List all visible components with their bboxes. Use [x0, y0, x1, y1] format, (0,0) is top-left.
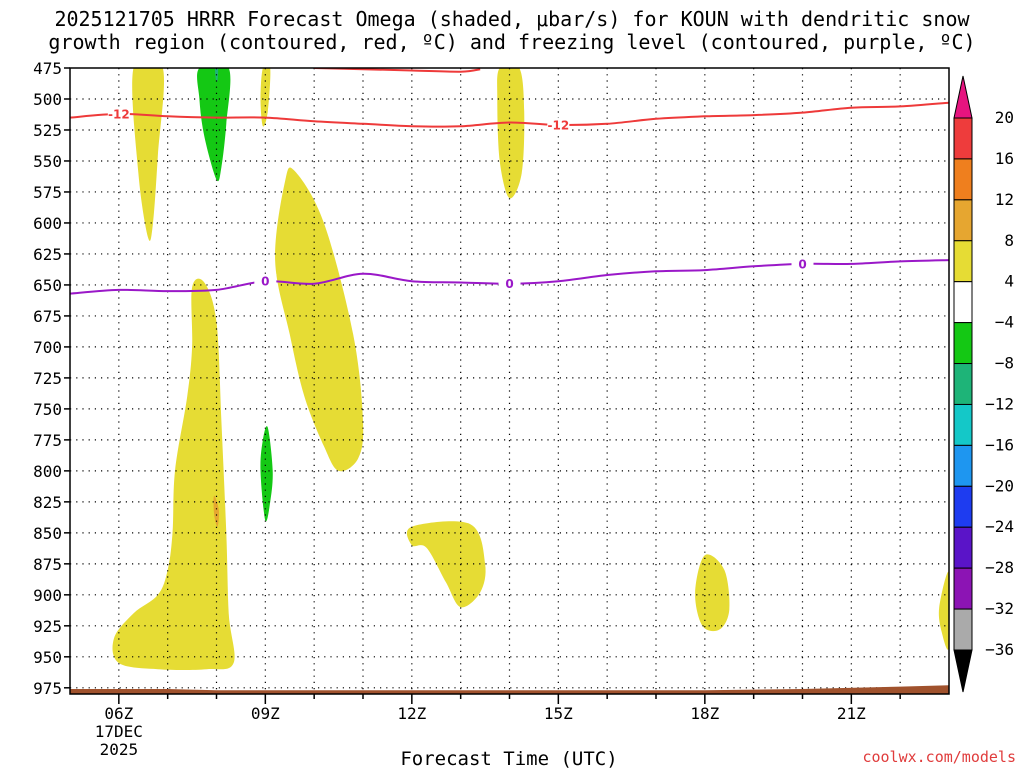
colorbar-label: 16	[995, 149, 1014, 168]
omega-region-5	[213, 495, 220, 527]
terrain-layer	[70, 685, 949, 694]
colorbar: 20 16 12 8 4 −4 −8 −12 −16 −20 −24 −28 −32 −36	[953, 75, 1014, 693]
y-tick-label: 675	[33, 307, 62, 326]
credit-text: coolwx.com/models	[862, 748, 1016, 766]
colorbar-label: −24	[985, 517, 1014, 536]
colorbar-swatch	[953, 158, 973, 201]
freezing-contour-label-2: 0	[798, 257, 806, 271]
colorbar-label: −36	[985, 640, 1014, 659]
colorbar-label: 8	[1004, 231, 1014, 250]
freezing-contour-label-2-bg	[791, 256, 814, 271]
omega-region-1	[260, 68, 271, 127]
freezing-contour-label-0: 0	[261, 275, 269, 289]
omega-region-7	[695, 554, 730, 632]
omega-region-0	[132, 68, 165, 241]
grid-layer	[70, 68, 949, 694]
colorbar-swatch	[953, 526, 973, 569]
y-tick-label: 950	[33, 648, 62, 667]
colorbar-swatch	[953, 322, 973, 365]
y-tick-label: 650	[33, 276, 62, 295]
colorbar-swatch	[953, 199, 973, 242]
dgz-contour-minus12	[70, 101, 949, 128]
colorbar-label: −16	[985, 435, 1014, 454]
colorbar-swatch	[953, 117, 973, 160]
colorbar-label: 12	[995, 190, 1014, 209]
colorbar-label: 20	[995, 108, 1014, 127]
colorbar-label: −12	[985, 394, 1014, 413]
chart-title-line-1: 2025121705 HRRR Forecast Omega (shaded, …	[54, 7, 970, 31]
y-tick-label: 825	[33, 493, 62, 512]
omega-region-4	[112, 278, 235, 670]
x-tick-label: 21Z	[837, 704, 866, 723]
colorbar-label: −32	[985, 599, 1014, 618]
colorbar-swatch	[953, 363, 973, 405]
x-date-label: 17DEC	[95, 722, 143, 741]
colorbar-swatch	[953, 281, 973, 324]
omega-region-2	[497, 68, 525, 199]
y-tick-label: 550	[33, 152, 62, 171]
dgz-contour-label-1-bg	[547, 118, 570, 133]
colorbar-label: −4	[995, 313, 1014, 332]
x-axis-title: Forecast Time (UTC)	[400, 748, 617, 768]
x-tick-label: 15Z	[544, 704, 573, 723]
y-tick-label: 475	[33, 59, 62, 78]
colorbar-top-arrow	[953, 75, 973, 119]
chart-title-line-2: growth region (contoured, red, ºC) and f…	[48, 30, 976, 54]
y-tick-label: 750	[33, 400, 62, 419]
y-tick-label: 500	[33, 90, 62, 109]
y-tick-label: 850	[33, 524, 62, 543]
freezing-contour-label-0-bg	[254, 274, 277, 289]
dgz-contour-label-0-bg	[107, 106, 130, 121]
omega-region-8	[938, 571, 949, 650]
x-tick-label: 18Z	[690, 704, 719, 723]
colorbar-label: −8	[995, 354, 1014, 373]
chart-title: 2025121705 HRRR Forecast Omega (shaded, …	[0, 8, 1024, 54]
dgz-contour-upper	[314, 68, 481, 73]
dgz-contour-label-1: -12	[547, 119, 569, 133]
y-tick-label: 625	[33, 245, 62, 264]
y-tick-label: 525	[33, 121, 62, 140]
freezing-contour-label-1: 0	[505, 277, 513, 291]
dgz-contour-label-0: -12	[108, 107, 130, 121]
freezing-contour-label-1-bg	[498, 276, 521, 291]
colorbar-label: −28	[985, 558, 1014, 577]
colorbar-swatch	[953, 608, 973, 651]
omega-shading-layer	[112, 68, 949, 670]
omega-region-11	[260, 426, 273, 522]
colorbar-swatch	[953, 403, 973, 446]
colorbar-swatch	[953, 567, 973, 610]
colorbar-swatch	[953, 240, 973, 283]
y-tick-label: 875	[33, 555, 62, 574]
omega-region-9	[197, 68, 231, 182]
x-tick-label: 06Z	[104, 704, 133, 723]
y-tick-label: 975	[33, 679, 62, 698]
colorbar-label: 4	[1004, 272, 1014, 291]
x-tick-label: 09Z	[251, 704, 280, 723]
y-tick-label: 700	[33, 338, 62, 357]
omega-region-6	[406, 521, 486, 608]
y-tick-label: 725	[33, 369, 62, 388]
y-tick-label: 775	[33, 431, 62, 450]
colorbar-swatch	[953, 485, 973, 528]
x-tick-label: 12Z	[397, 704, 426, 723]
omega-region-3	[275, 167, 364, 472]
colorbar-label: −20	[985, 476, 1014, 495]
y-tick-label: 600	[33, 214, 62, 233]
colorbar-swatch	[953, 444, 973, 487]
colorbar-bottom-arrow	[953, 649, 973, 693]
y-tick-label: 925	[33, 617, 62, 636]
y-tick-label: 800	[33, 462, 62, 481]
y-axis: 475 500 525 550 575 600 625 650 675 700 725 750 775 8…	[33, 59, 70, 698]
y-tick-label: 900	[33, 586, 62, 605]
contour-layer: -12 -12 0 0 0	[70, 68, 949, 295]
terrain-surface	[70, 685, 949, 694]
y-tick-label: 575	[33, 183, 62, 202]
x-date-label: 2025	[100, 740, 139, 759]
